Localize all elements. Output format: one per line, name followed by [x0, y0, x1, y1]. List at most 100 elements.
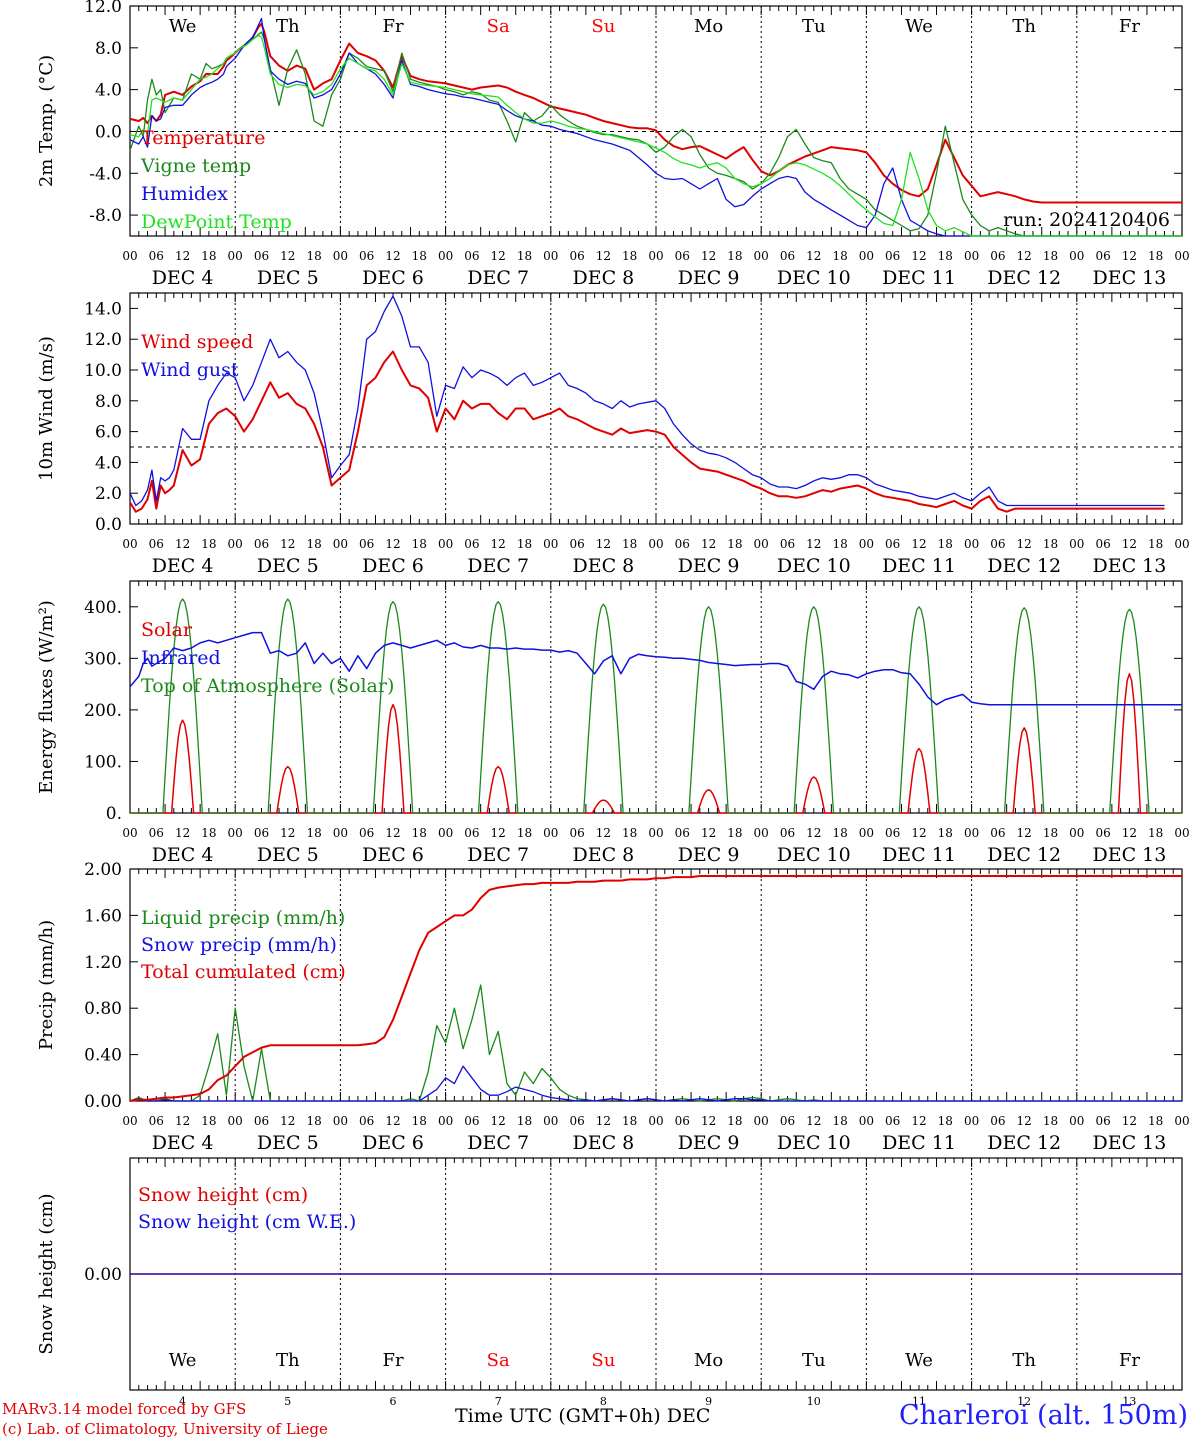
- hour-tick-label: 18: [727, 537, 742, 551]
- hour-tick-label: 00: [438, 826, 453, 840]
- date-label: DEC 5: [257, 267, 319, 289]
- hour-tick-label: 12: [280, 1114, 295, 1128]
- hour-tick-label: 12: [806, 826, 821, 840]
- legend-entry: Solar: [141, 619, 193, 641]
- y-tick-label: 0.: [106, 804, 122, 824]
- y-tick-label: -8.0: [89, 206, 122, 226]
- day-number: 6: [390, 1395, 397, 1408]
- hour-tick-label: 12: [175, 826, 190, 840]
- hour-tick-label: 18: [938, 826, 953, 840]
- hour-tick-label: 12: [701, 249, 716, 263]
- hour-tick-label: 06: [780, 249, 795, 263]
- y-tick-label: 12.0: [84, 0, 122, 17]
- hour-tick-label: 18: [832, 249, 847, 263]
- hour-tick-label: 06: [675, 826, 690, 840]
- date-label: DEC 8: [573, 1132, 635, 1154]
- hour-tick-label: 00: [122, 826, 137, 840]
- legend-entry: Humidex: [141, 183, 228, 205]
- date-label: DEC 10: [777, 555, 851, 577]
- hour-tick-label: 12: [175, 1114, 190, 1128]
- date-label: DEC 13: [1092, 267, 1166, 289]
- hour-tick-label: 18: [938, 249, 953, 263]
- day-number: 9: [705, 1395, 712, 1408]
- weekday-label: Th: [1012, 1350, 1036, 1371]
- hour-tick-label: 18: [306, 826, 321, 840]
- y-axis-label: Precip (mm/h): [36, 920, 57, 1050]
- y-tick-label: 100.: [84, 752, 122, 772]
- date-label: DEC 11: [882, 555, 956, 577]
- hour-tick-label: 06: [254, 1114, 269, 1128]
- hour-tick-label: 12: [1122, 1114, 1137, 1128]
- day-number: 8: [600, 1395, 607, 1408]
- day-number: 5: [284, 1395, 291, 1408]
- weekday-label: Tu: [802, 16, 826, 37]
- hour-tick-label: 06: [359, 1114, 374, 1128]
- hour-tick-label: 00: [754, 249, 769, 263]
- y-axis-label: 10m Wind (m/s): [36, 336, 57, 481]
- hour-tick-label: 00: [859, 249, 874, 263]
- hour-tick-label: 00: [1174, 249, 1189, 263]
- hour-tick-label: 00: [543, 826, 558, 840]
- hour-tick-label: 00: [438, 537, 453, 551]
- y-axis-label: Snow height (cm): [36, 1193, 57, 1354]
- date-label: DEC 6: [362, 267, 424, 289]
- y-tick-label: 0.0: [95, 122, 122, 142]
- y-tick-label: 12.0: [84, 330, 122, 350]
- hour-tick-label: 12: [1017, 537, 1032, 551]
- hour-tick-label: 12: [280, 249, 295, 263]
- hour-tick-label: 12: [911, 1114, 926, 1128]
- date-label: DEC 9: [678, 267, 740, 289]
- hour-tick-label: 18: [832, 1114, 847, 1128]
- hour-tick-label: 18: [1043, 826, 1058, 840]
- date-label: DEC 4: [152, 267, 214, 289]
- weekday-label: Sa: [487, 1350, 510, 1371]
- hour-tick-label: 18: [832, 537, 847, 551]
- hour-tick-label: 12: [385, 1114, 400, 1128]
- hour-tick-label: 06: [569, 249, 584, 263]
- hour-tick-label: 06: [569, 826, 584, 840]
- date-label: DEC 8: [573, 844, 635, 866]
- hour-tick-label: 00: [964, 1114, 979, 1128]
- hour-tick-label: 12: [806, 537, 821, 551]
- hour-tick-label: 00: [1174, 1114, 1189, 1128]
- hour-tick-label: 06: [149, 826, 164, 840]
- date-label: DEC 12: [987, 1132, 1061, 1154]
- hour-tick-label: 18: [201, 537, 216, 551]
- date-label: DEC 12: [987, 555, 1061, 577]
- date-label: DEC 13: [1092, 844, 1166, 866]
- legend-entry: Snow precip (mm/h): [141, 934, 337, 956]
- weekday-label: We: [905, 16, 933, 37]
- hour-tick-label: 00: [438, 249, 453, 263]
- weekday-label: Mo: [694, 1350, 723, 1371]
- hour-tick-label: 12: [596, 249, 611, 263]
- hour-tick-label: 18: [1148, 826, 1163, 840]
- hour-tick-label: 12: [491, 1114, 506, 1128]
- hour-tick-label: 06: [359, 826, 374, 840]
- hour-tick-label: 06: [990, 1114, 1005, 1128]
- hour-tick-label: 18: [1043, 537, 1058, 551]
- hour-tick-label: 00: [438, 1114, 453, 1128]
- y-tick-label: 0.00: [84, 1265, 122, 1285]
- hour-tick-label: 06: [885, 537, 900, 551]
- hour-tick-label: 18: [306, 537, 321, 551]
- y-tick-label: 200.: [84, 701, 122, 721]
- date-label: DEC 8: [573, 267, 635, 289]
- date-label: DEC 12: [987, 267, 1061, 289]
- date-label: DEC 4: [152, 1132, 214, 1154]
- legend-entry: Snow height (cm W.E.): [138, 1211, 356, 1233]
- hour-tick-label: 06: [780, 826, 795, 840]
- hour-tick-label: 18: [622, 537, 637, 551]
- hour-tick-label: 06: [464, 537, 479, 551]
- weekday-label: Th: [276, 16, 300, 37]
- hour-tick-label: 12: [175, 249, 190, 263]
- y-tick-label: 2.0: [95, 484, 122, 504]
- hour-tick-label: 00: [964, 537, 979, 551]
- hour-tick-label: 18: [517, 826, 532, 840]
- hour-tick-label: 00: [543, 537, 558, 551]
- station-name: Charleroi (alt. 150m): [899, 1400, 1188, 1431]
- y-tick-label: 0.80: [84, 999, 122, 1019]
- hour-tick-label: 00: [333, 826, 348, 840]
- hour-tick-label: 18: [517, 537, 532, 551]
- series-line: [130, 598, 1182, 814]
